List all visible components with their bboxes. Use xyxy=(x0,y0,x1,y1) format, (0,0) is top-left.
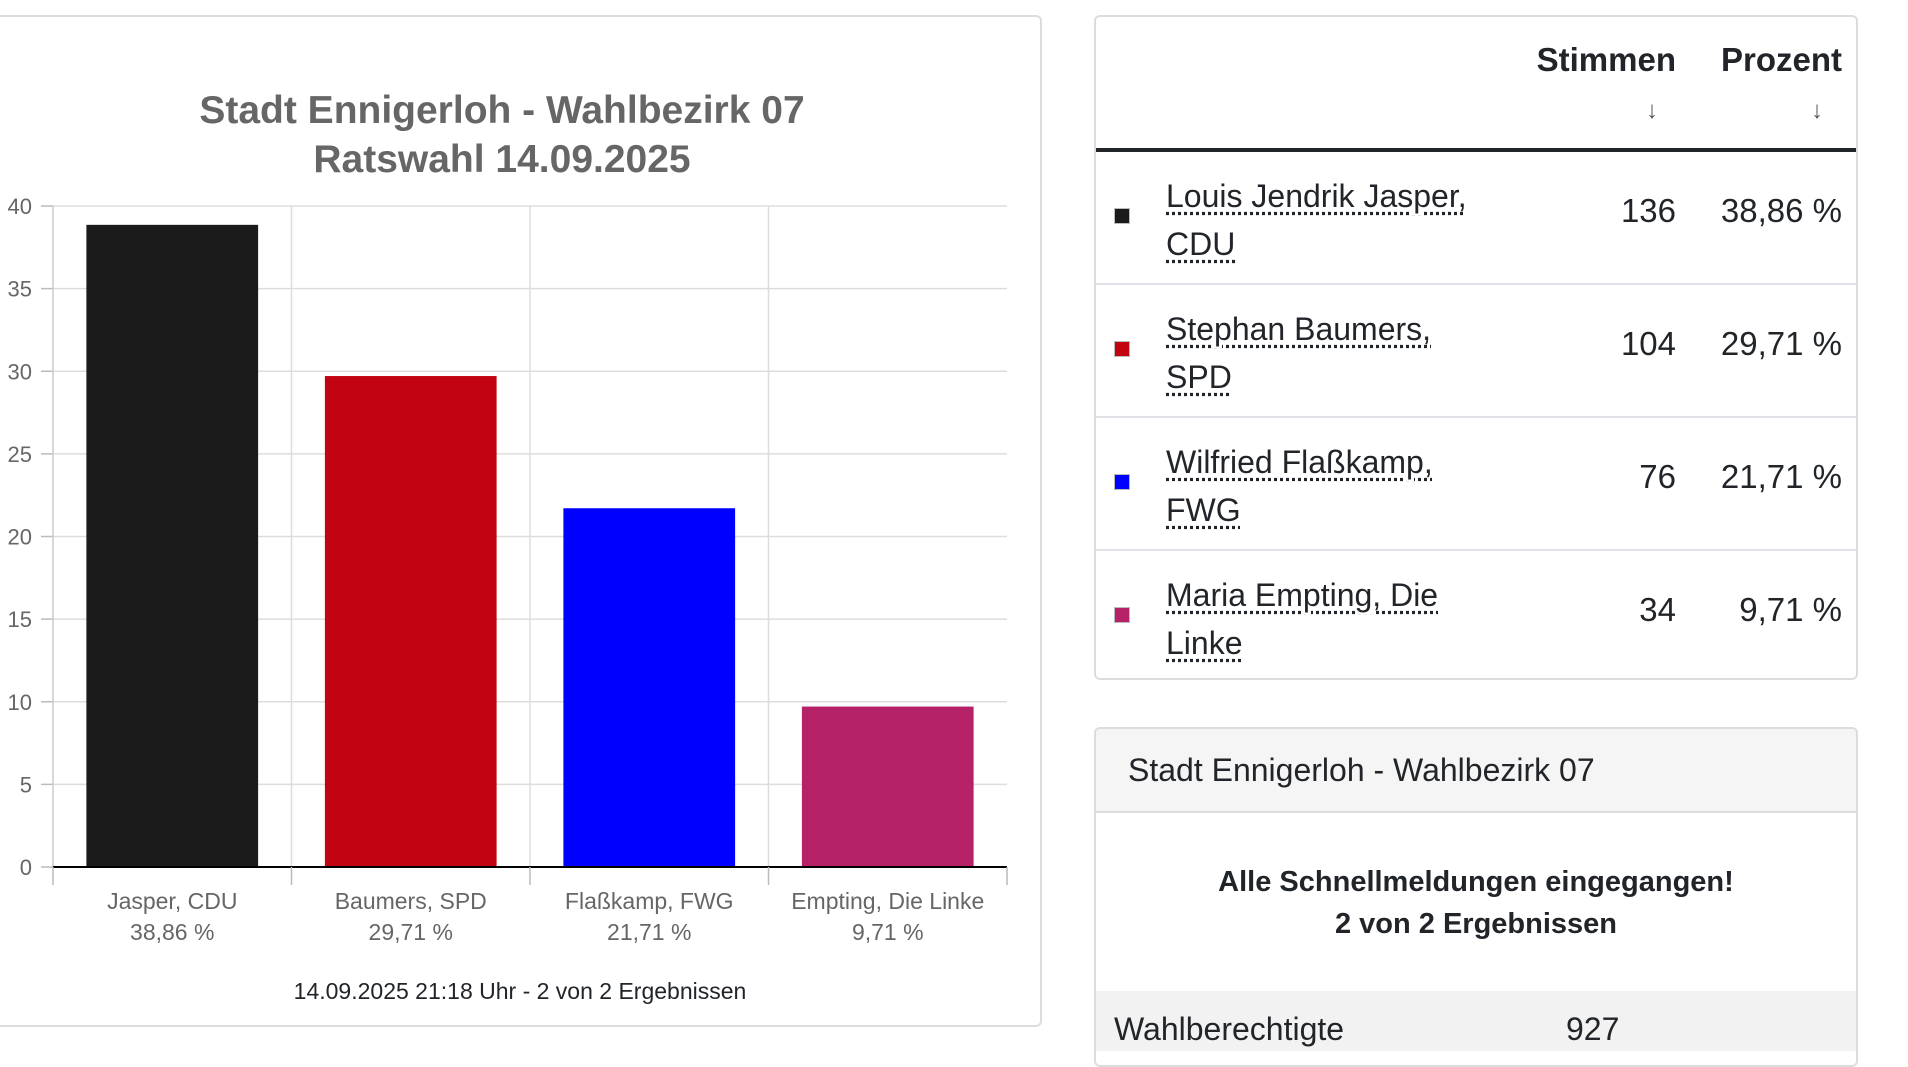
column-header-stimmen[interactable]: Stimmen xyxy=(1537,41,1676,79)
results-table: Stimmen ↓ Prozent ↓ Louis Jendrik Jasper… xyxy=(1094,15,1858,680)
status-message: Alle Schnellmeldungen eingegangen! 2 von… xyxy=(1096,813,1856,991)
y-tick-label: 25 xyxy=(8,442,32,467)
party-color-swatch xyxy=(1114,607,1130,623)
sort-arrow-icon[interactable]: ↓ xyxy=(1646,97,1658,125)
table-row: Stephan Baumers, SPD 104 29,71 % xyxy=(1096,285,1856,418)
column-header-prozent[interactable]: Prozent xyxy=(1721,41,1842,79)
chart-title-line: Ratswahl 14.09.2025 xyxy=(313,138,690,181)
bar-chart: Stadt Ennigerloh - Wahlbezirk 07 Ratswahl… xyxy=(0,17,1044,1029)
percent-cell: 29,71 % xyxy=(1721,325,1842,363)
x-tick-label: 21,71 % xyxy=(607,919,691,945)
chart-title-line: Stadt Ennigerloh - Wahlbezirk 07 xyxy=(199,89,804,132)
x-tick-label: Jasper, CDU xyxy=(107,888,237,914)
status-card: Stadt Ennigerloh - Wahlbezirk 07 Alle Sc… xyxy=(1094,727,1858,1067)
bar xyxy=(325,376,497,867)
votes-cell: 34 xyxy=(1639,591,1676,629)
percent-cell: 9,71 % xyxy=(1739,591,1842,629)
table-row: Maria Empting, Die Linke 34 9,71 % xyxy=(1096,551,1856,680)
candidate-name-link[interactable]: Louis Jendrik Jasper, CDU xyxy=(1166,172,1496,268)
votes-cell: 104 xyxy=(1621,325,1676,363)
x-tick-label: 38,86 % xyxy=(130,919,214,945)
results-table-header: Stimmen ↓ Prozent ↓ xyxy=(1096,17,1856,152)
chart-footer: 14.09.2025 21:18 Uhr - 2 von 2 Ergebniss… xyxy=(294,978,747,1004)
party-color-swatch xyxy=(1114,208,1130,224)
x-tick-label: Baumers, SPD xyxy=(335,888,487,914)
party-color-swatch xyxy=(1114,474,1130,490)
table-row: Wilfried Flaßkamp, FWG 76 21,71 % xyxy=(1096,418,1856,551)
votes-cell: 136 xyxy=(1621,192,1676,230)
status-card-header: Stadt Ennigerloh - Wahlbezirk 07 xyxy=(1096,729,1856,813)
x-tick-label: Empting, Die Linke xyxy=(791,888,984,914)
y-tick-label: 20 xyxy=(8,525,32,550)
y-tick-label: 5 xyxy=(20,772,32,797)
chart-card: Stadt Ennigerloh - Wahlbezirk 07 Ratswahl… xyxy=(0,15,1042,1027)
party-color-swatch xyxy=(1114,341,1130,357)
y-tick-label: 35 xyxy=(8,277,32,302)
y-tick-label: 15 xyxy=(8,607,32,632)
candidate-name-link[interactable]: Wilfried Flaßkamp, FWG xyxy=(1166,438,1496,534)
table-row: Louis Jendrik Jasper, CDU 136 38,86 % xyxy=(1096,152,1856,285)
candidate-name-link[interactable]: Maria Empting, Die Linke xyxy=(1166,571,1496,667)
y-tick-label: 40 xyxy=(8,194,32,219)
percent-cell: 38,86 % xyxy=(1721,192,1842,230)
votes-cell: 76 xyxy=(1639,458,1676,496)
bar xyxy=(86,225,258,867)
y-tick-label: 30 xyxy=(8,359,32,384)
bar xyxy=(563,508,735,867)
x-tick-label: 29,71 % xyxy=(369,919,453,945)
status-message-line: 2 von 2 Ergebnissen xyxy=(1096,903,1856,945)
x-tick-label: Flaßkamp, FWG xyxy=(565,888,734,914)
stat-value: 927 xyxy=(1566,1011,1619,1048)
candidate-name-link[interactable]: Stephan Baumers, SPD xyxy=(1166,305,1496,401)
bar xyxy=(802,707,974,867)
stat-label: Wahlberechtigte xyxy=(1114,1011,1344,1048)
percent-cell: 21,71 % xyxy=(1721,458,1842,496)
status-message-line: Alle Schnellmeldungen eingegangen! xyxy=(1096,861,1856,903)
y-tick-label: 10 xyxy=(8,690,32,715)
sort-arrow-icon[interactable]: ↓ xyxy=(1811,97,1823,125)
x-tick-label: 9,71 % xyxy=(852,919,924,945)
stat-row: Wahlberechtigte 927 xyxy=(1096,991,1856,1051)
y-tick-label: 0 xyxy=(20,855,32,880)
